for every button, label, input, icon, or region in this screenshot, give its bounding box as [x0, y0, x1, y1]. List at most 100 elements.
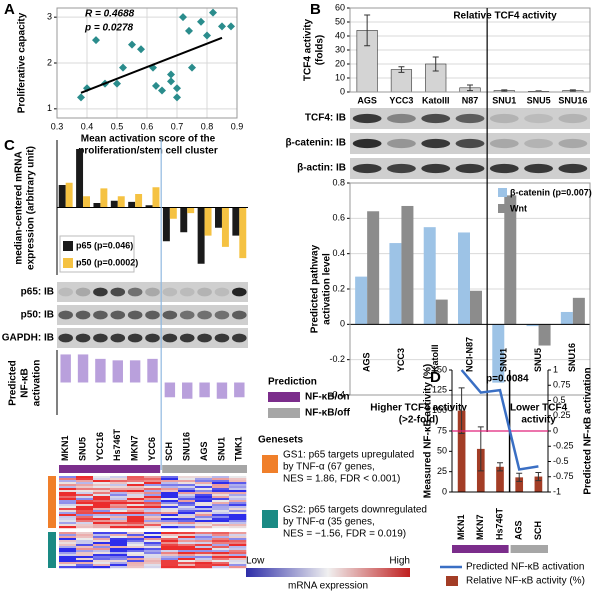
error-bar	[398, 66, 405, 73]
heatmap-cell	[110, 546, 128, 549]
legend-label: β-catenin (p=0.007)	[510, 187, 592, 197]
heatmap-cell	[110, 482, 128, 485]
heatmap-cell	[212, 538, 230, 541]
heatmap-cell	[229, 480, 247, 483]
geneset-text: NES = −1.56, FDR = 0.019)	[283, 529, 406, 540]
bar	[534, 476, 543, 492]
heatmap-cell	[178, 546, 196, 549]
heatmap-cell	[178, 514, 196, 517]
blot-band	[127, 333, 143, 343]
trend-line	[80, 36, 223, 94]
scale-label: mRNA expression	[288, 581, 368, 592]
heatmap-cell	[76, 564, 94, 567]
legend-swatch	[268, 408, 300, 418]
chart-title: Relative TCF4 activity	[453, 11, 557, 22]
heatmap-cell	[93, 476, 111, 479]
bar	[457, 410, 466, 492]
heatmap-cell	[144, 490, 162, 493]
x-tick-label: 0.4	[81, 121, 94, 131]
heatmap-cell	[127, 490, 145, 493]
y-tick-label: 0.2	[332, 283, 345, 293]
heatmap-cell	[76, 520, 94, 523]
geneset-text: GS2: p65 targets downregulated	[283, 505, 427, 516]
heatmap-cell	[76, 482, 94, 485]
y-tick-label: -0.2	[329, 354, 345, 364]
heatmap-cell	[212, 484, 230, 487]
x-tick-label: Hs746T	[494, 507, 504, 540]
heatmap-cell	[195, 564, 213, 567]
line	[460, 369, 539, 471]
heatmap-cell	[195, 554, 213, 557]
heatmap-cell	[195, 486, 213, 489]
heatmap-cell	[110, 518, 128, 521]
x-tick-label: YCC3	[389, 95, 413, 105]
y-tick-label: 10	[335, 72, 345, 82]
bar	[204, 207, 212, 236]
heatmap-cell	[93, 514, 111, 517]
heatmap-cell	[127, 522, 145, 525]
heatmap-cell	[229, 486, 247, 489]
heatmap-cell	[178, 510, 196, 513]
y-tick-label: 100	[432, 405, 447, 415]
heatmap-cell	[161, 506, 179, 509]
heatmap-cell	[195, 480, 213, 483]
heatmap-cell	[229, 538, 247, 541]
heatmap-cell	[195, 536, 213, 539]
legend-title: Prediction	[268, 377, 317, 388]
heatmap-cell	[229, 552, 247, 555]
heatmap-cell	[195, 490, 213, 493]
heatmap-cell	[110, 534, 128, 537]
x-tick-label: 0.5	[111, 121, 124, 131]
heatmap-cell	[110, 478, 128, 481]
heatmap-cell	[212, 558, 230, 561]
heatmap-cell	[93, 548, 111, 551]
heatmap-cell	[229, 544, 247, 547]
heatmap-cell	[212, 564, 230, 567]
heatmap-cell	[212, 478, 230, 481]
heatmap-cell	[178, 538, 196, 541]
blot-band	[352, 138, 382, 149]
heatmap-cell	[110, 492, 128, 495]
legend-swatch	[498, 204, 507, 213]
heatmap-cell	[195, 552, 213, 555]
point	[179, 13, 187, 22]
bar	[389, 243, 402, 325]
legend-swatch	[63, 241, 73, 251]
heatmap-cell	[93, 506, 111, 509]
heatmap-cell	[144, 506, 162, 509]
heatmap-cell	[144, 486, 162, 489]
heatmap-cell	[178, 492, 196, 495]
heatmap-cell	[59, 548, 77, 551]
y2-tick-label: 1	[553, 364, 558, 374]
point	[113, 79, 121, 88]
axis-label: Predicted	[8, 360, 19, 406]
heatmap-cell	[144, 554, 162, 557]
heatmap-cell	[144, 556, 162, 559]
heatmap-cell	[59, 476, 77, 479]
heatmap-cell	[110, 502, 128, 505]
heatmap-cell	[76, 540, 94, 543]
heatmap-cell	[144, 522, 162, 525]
heatmap-cell	[212, 496, 230, 499]
heatmap-cell	[229, 512, 247, 515]
heatmap-cell	[144, 480, 162, 483]
x-tick-label: SNU1	[499, 348, 509, 372]
heatmap-cell	[59, 556, 77, 559]
heatmap-cell	[76, 506, 94, 509]
heatmap-cell	[212, 522, 230, 525]
heatmap-cell	[59, 526, 77, 529]
heatmap-cell	[110, 520, 128, 523]
bar	[164, 382, 176, 398]
point	[77, 93, 85, 102]
heatmap-cell	[144, 500, 162, 503]
blot-band	[352, 163, 382, 174]
heatmap-cell	[212, 540, 230, 543]
heatmap-cell	[59, 542, 77, 545]
point	[188, 63, 196, 72]
heatmap-cell	[144, 526, 162, 529]
blot-band	[387, 163, 416, 174]
heatmap-cell	[229, 522, 247, 525]
point	[197, 17, 205, 26]
heatmap-cell	[93, 496, 111, 499]
heatmap-cell	[212, 546, 230, 549]
